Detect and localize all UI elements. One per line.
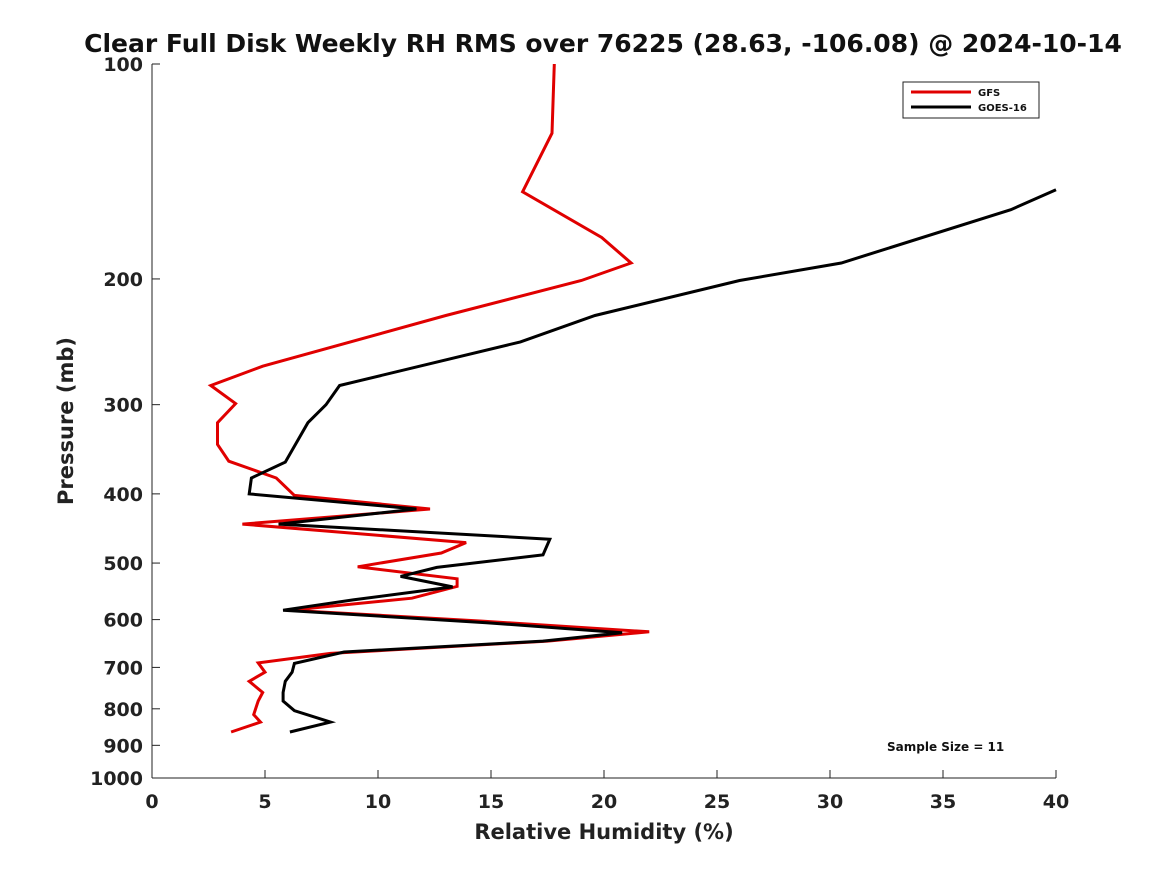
x-tick-label: 5 [258,791,271,813]
y-tick-label: 400 [103,484,143,506]
sample-size-annotation: Sample Size = 11 [887,740,1004,754]
y-tick-label: 700 [103,657,143,679]
series-layer [207,63,1057,734]
y-ticks: 100 200 300 400 500 600 700 800 900 1000 [90,54,160,790]
x-tick-label: 0 [145,791,158,813]
y-tick-label: 900 [103,735,143,757]
legend-box [902,81,1040,119]
x-tick-label: 10 [365,791,391,813]
chart-title: Clear Full Disk Weekly RH RMS over 76225… [84,29,1122,58]
x-ticks: 0 5 10 15 20 25 30 35 40 [145,770,1069,813]
y-tick-label: 800 [103,699,143,721]
series-line-gfs [207,63,650,734]
legend: GFS GOES-16 [902,81,1040,119]
y-tick-label: 600 [103,610,143,632]
x-tick-label: 40 [1043,791,1069,813]
x-tick-label: 30 [817,791,843,813]
x-tick-label: 35 [930,791,956,813]
x-axis-label: Relative Humidity (%) [474,820,733,844]
y-tick-label: 500 [103,553,143,575]
x-tick-label: 20 [591,791,617,813]
y-axis-label: Pressure (mb) [54,337,78,505]
legend-label-gfs: GFS [978,88,1000,99]
legend-label-goes16: GOES-16 [978,103,1027,114]
series-line-goes16 [247,188,1057,734]
x-tick-label: 15 [478,791,504,813]
y-tick-label: 1000 [90,768,143,790]
y-tick-label: 300 [103,395,143,417]
y-tick-label: 200 [103,269,143,291]
y-tick-label: 100 [103,54,143,76]
plot-area [152,64,1056,778]
x-tick-label: 25 [704,791,730,813]
